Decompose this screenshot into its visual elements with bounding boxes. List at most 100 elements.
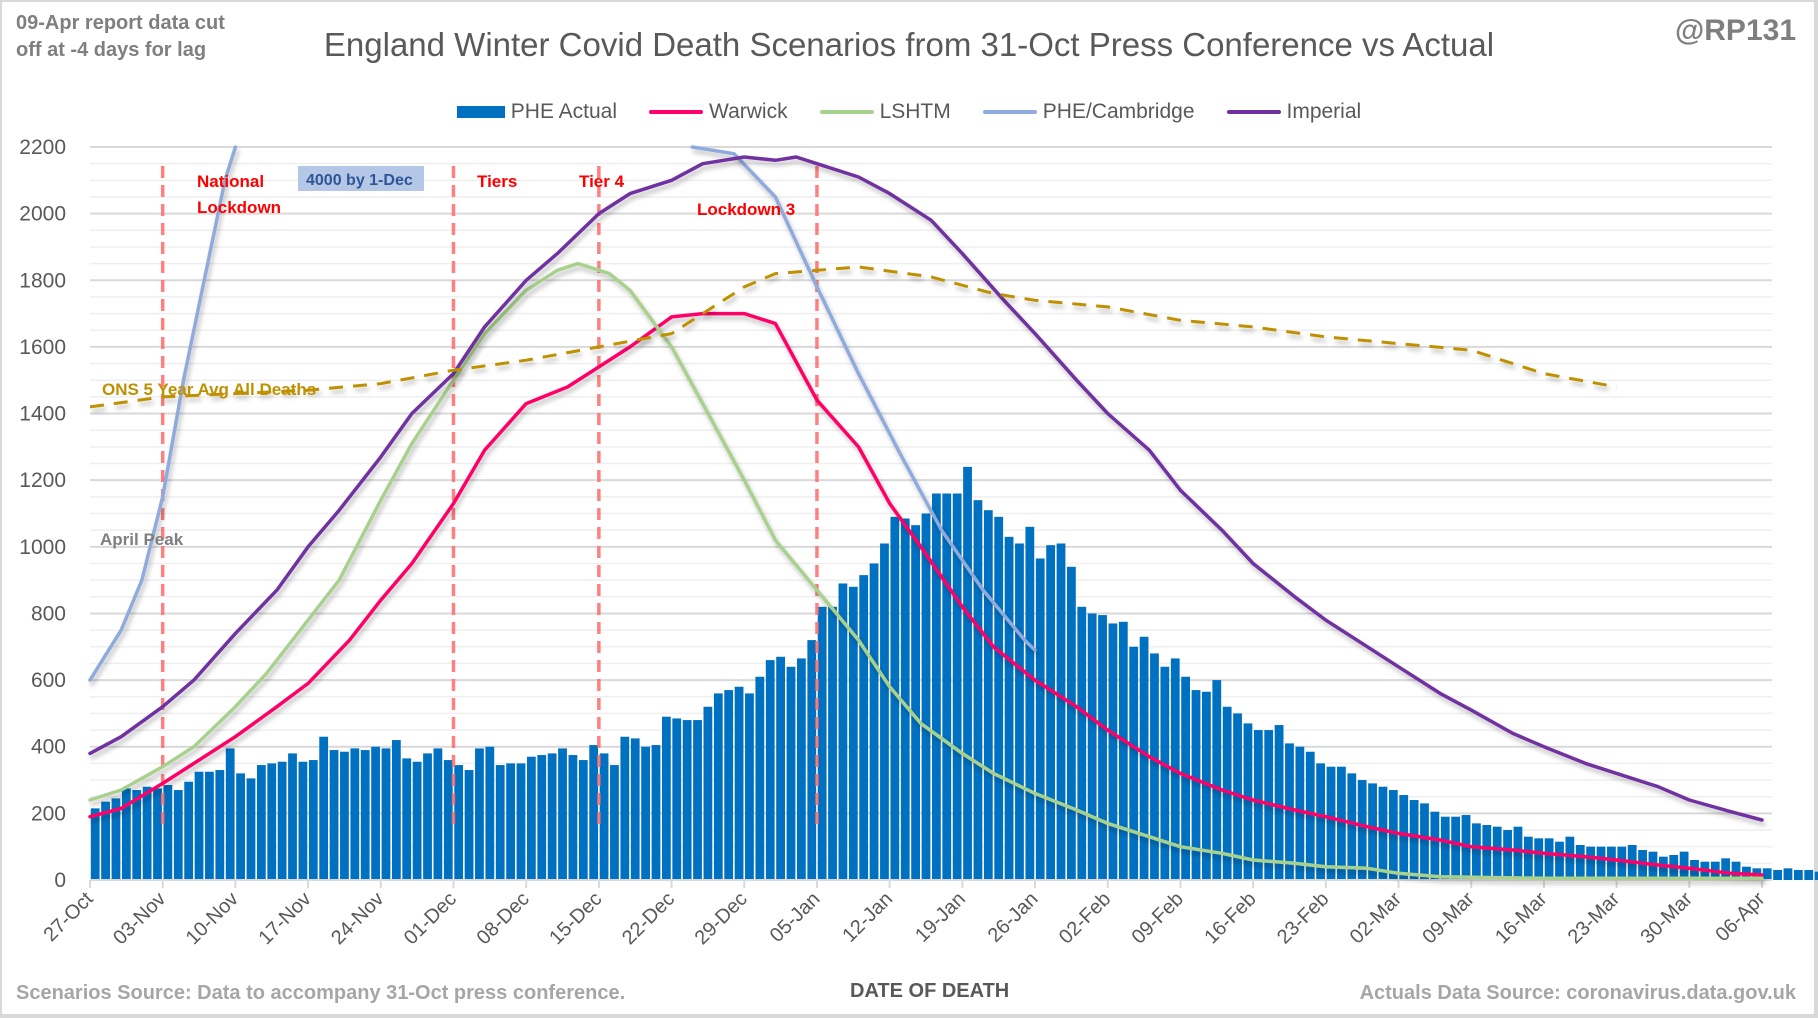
bar [1285,743,1294,880]
callout-box-4000 [298,166,424,191]
bar [236,773,245,880]
x-tick-label: 09-Mar [1418,888,1479,949]
y-tick-label: 1200 [19,469,66,492]
legend-item-imperial: Imperial [1226,100,1361,124]
bar [205,771,214,880]
bar [402,758,412,880]
bar [1399,795,1409,880]
bar [111,798,121,880]
bar [256,765,266,880]
bar [516,763,526,880]
bar [776,656,786,880]
x-tick-label: 26-Jan [984,888,1043,947]
x-tick-label: 01-Dec [400,888,461,949]
bar [880,543,889,880]
annotation-april-peak: April Peak [100,530,184,549]
bar [1253,730,1263,880]
bar [288,753,297,880]
bar [1534,838,1544,880]
bar [475,748,484,880]
bar [1472,823,1481,880]
bar [1773,870,1782,880]
bar [194,771,204,880]
bar [620,736,630,880]
x-axis-ticks: 27-Oct 03-Nov 10-Nov 17-Nov 24-Nov 01-Dec 08-D… [40,880,1770,949]
bar [360,750,370,880]
bar [1409,800,1419,880]
bar [1004,536,1014,880]
x-axis-title: DATE OF DEATH [850,980,1010,1002]
scenarios-source: Scenarios Source: Data to accompany 31-O… [16,982,626,1004]
bar [173,790,183,880]
x-tick-label: 24-Nov [327,888,388,949]
legend: PHE Actual Warwick LSHTM PHE/Cambridge I… [0,100,1818,124]
bar [1056,543,1066,880]
bar [1430,811,1440,880]
y-tick-label: 800 [31,602,66,625]
x-tick-label: 27-Oct [40,888,98,946]
scenario-lines [88,145,1772,881]
bars-phe-actual [90,466,1818,880]
bar [298,761,308,880]
bar [672,718,682,880]
line-imperial [88,155,1764,822]
bar [132,790,142,880]
x-tick-label: 16-Mar [1491,888,1552,949]
bar [869,563,879,880]
legend-swatch-phe-actual [456,106,505,118]
bar [1607,846,1616,880]
bar [1191,690,1201,880]
bar [848,586,858,880]
bar [713,693,723,880]
bar [267,763,277,880]
bar [1575,845,1585,880]
bar [755,676,765,880]
line-lshtm [88,261,1764,881]
y-tick-label: 1800 [19,269,66,292]
x-tick-label: 10-Nov [182,888,243,949]
bar [1357,780,1367,880]
x-tick-label: 15-Dec [545,888,606,949]
annotation-tiers: Tiers [477,172,517,191]
bar [1513,826,1523,880]
bar [599,753,609,880]
bar [786,666,796,880]
bar [1046,545,1056,880]
bar [994,516,1004,880]
x-tick-label: 22-Dec [618,888,679,949]
bar [1482,825,1492,880]
x-tick-label: 19-Jan [911,888,970,947]
bar [1658,856,1668,880]
legend-swatch-lshtm [819,110,874,114]
bar [90,808,100,880]
bar [1731,861,1741,880]
bar [371,746,380,880]
callout-4000-by-1-dec: 4000 by 1-Dec [306,172,413,189]
bar [1440,816,1450,880]
legend-swatch-phe-cambridge [982,110,1037,114]
bar [121,788,131,880]
bar [1160,666,1170,880]
bar [1316,763,1326,880]
bar [1077,606,1087,880]
author-handle: @RP131 [1675,14,1796,47]
line-phe-cambridge [88,145,238,682]
x-tick-label: 06-Apr [1712,888,1770,946]
line-phe-cambridge-segment-2 [690,145,1037,652]
legend-label: LSHTM [879,100,951,123]
legend-item-lshtm: LSHTM [819,100,951,124]
bar [931,493,941,880]
bar [890,516,900,880]
bar [796,658,806,880]
bar [142,786,152,880]
annotation-lockdown: Lockdown [197,198,281,217]
bar [558,748,567,880]
bar [703,706,713,880]
bar [1617,846,1627,880]
legend-swatch-warwick [649,110,704,114]
y-tick-label: 1000 [19,536,66,559]
bar [308,760,318,880]
bar [526,756,536,880]
bar [1212,680,1222,880]
